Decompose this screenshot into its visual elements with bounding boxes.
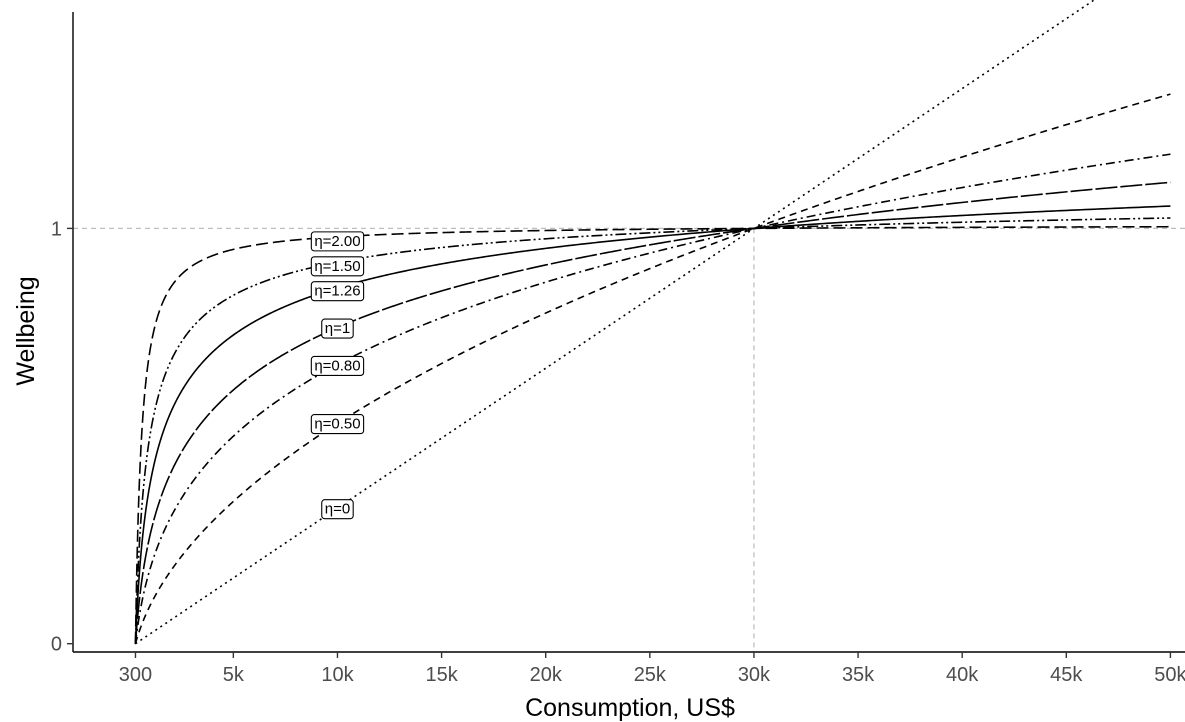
curve-line-1 <box>134 93 1171 645</box>
x-tick-label: 300 <box>119 664 152 686</box>
y-tick-label: 1 <box>51 218 62 240</box>
x-tick-label: 25k <box>634 664 667 686</box>
curve-label-text: η=0 <box>325 501 350 518</box>
curve-label-text: η=0.80 <box>314 357 360 374</box>
x-tick-label: 45k <box>1050 664 1083 686</box>
curve-label-box <box>321 318 354 339</box>
x-tick-label: 15k <box>425 664 458 686</box>
curve-label-text: η=1.50 <box>314 258 360 275</box>
axes: 300 5k 10k 15k 20k 25k 30k 35k 40k 45k 50k 0 1 <box>51 12 1185 686</box>
curve-line-0 <box>134 0 1096 645</box>
x-tick-label: 5k <box>223 664 245 686</box>
curve-label: η=0 <box>321 499 354 520</box>
reference-lines <box>73 227 1185 652</box>
curve-line-2 <box>134 153 1171 645</box>
curve-label-box <box>310 355 365 377</box>
curves <box>134 0 1171 645</box>
curve-labels: η=0 η=0.50 η=0.80 η=1 η=1.26 η=1.50 η=2.00 <box>310 231 365 520</box>
curve-line-6 <box>134 225 1171 645</box>
x-axis-title: Consumption, US$ <box>525 694 735 722</box>
curve-label-text: η=2.00 <box>314 233 360 250</box>
curve-label-box <box>310 281 365 302</box>
x-tick-label: 30k <box>738 664 771 686</box>
x-tick-label: 35k <box>842 664 875 686</box>
curve-label: η=1.26 <box>310 281 365 302</box>
x-tick-label: 50k <box>1154 664 1185 686</box>
curve-label: η=2.00 <box>310 231 365 252</box>
curve-label-text: η=1.26 <box>314 283 360 300</box>
curve-line-5 <box>134 217 1171 645</box>
curve-label: η=0.50 <box>310 414 365 435</box>
curve-label-box <box>310 256 365 277</box>
x-tick-label: 10k <box>321 664 354 686</box>
curve-label: η=1 <box>321 318 354 339</box>
x-tick-label: 40k <box>946 664 979 686</box>
curve-line-3 <box>134 181 1171 645</box>
curve-label-text: η=1 <box>325 320 350 337</box>
x-tick-label: 20k <box>530 664 563 686</box>
curve-label-text: η=0.50 <box>314 416 360 433</box>
y-tick-label: 0 <box>51 634 62 656</box>
curve-line-4 <box>134 205 1171 645</box>
curve-label-box <box>321 499 354 520</box>
curve-label-box <box>310 231 365 252</box>
y-axis-title: Wellbeing <box>12 276 40 385</box>
curve-label: η=1.50 <box>310 256 365 277</box>
curve-label: η=0.80 <box>310 355 365 377</box>
curve-label-box <box>310 414 365 435</box>
